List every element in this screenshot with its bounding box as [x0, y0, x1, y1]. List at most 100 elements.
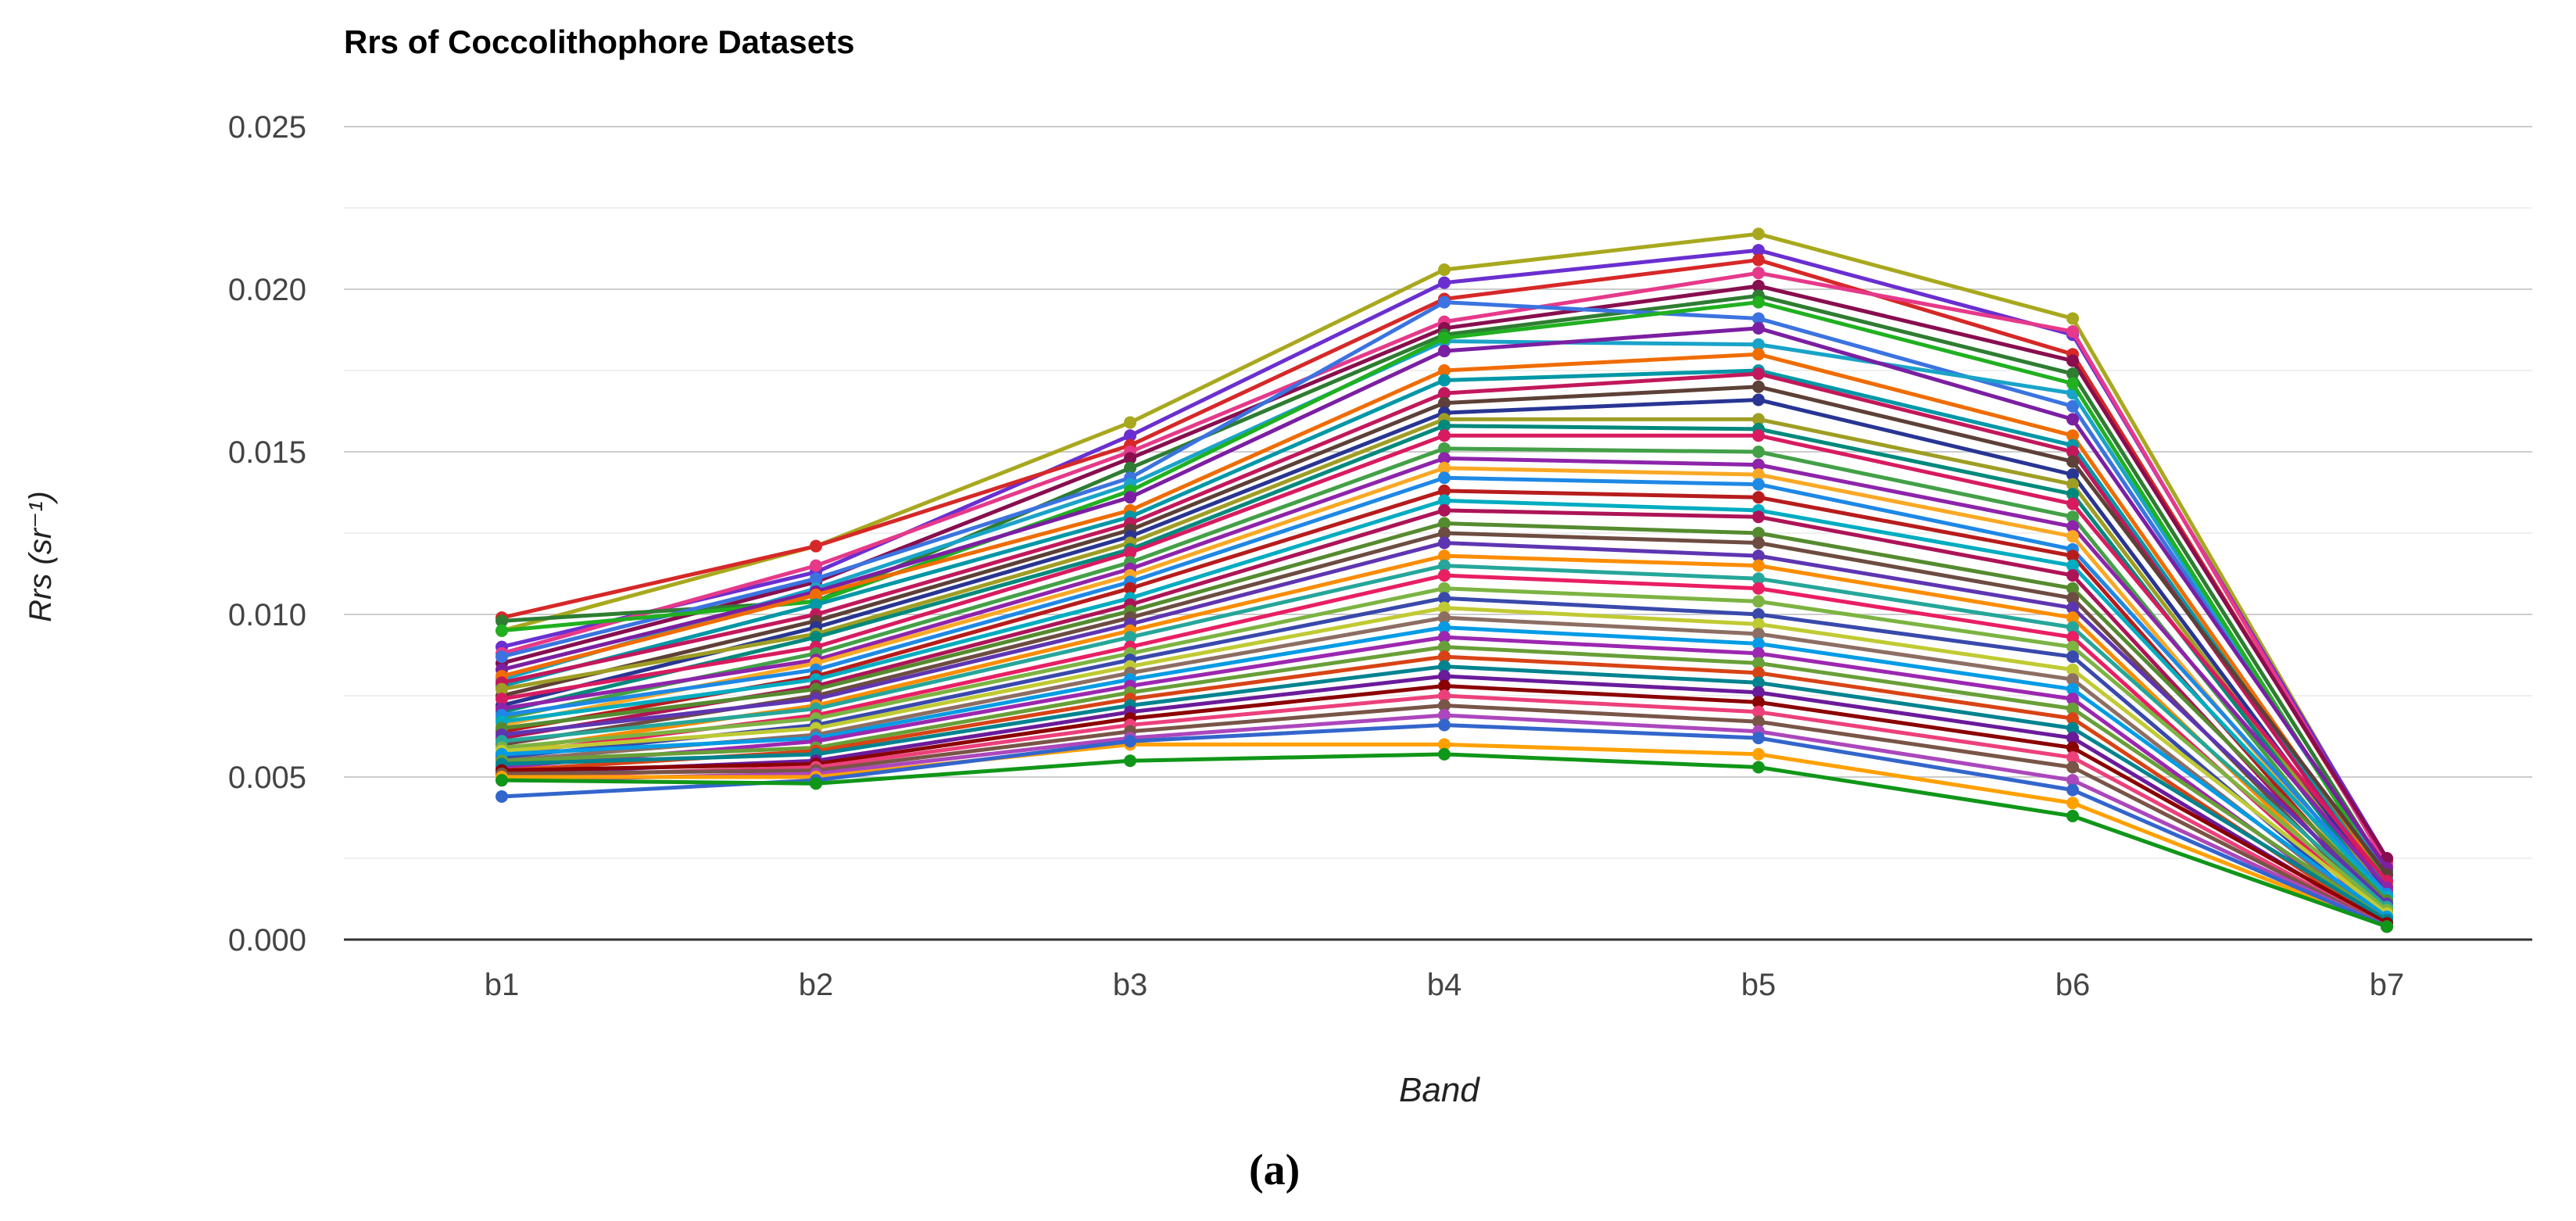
data-point — [1438, 670, 1451, 683]
data-point — [1752, 676, 1765, 689]
data-point — [1438, 471, 1451, 485]
data-point — [1752, 338, 1765, 351]
data-point — [2066, 751, 2079, 764]
data-point — [1438, 660, 1451, 673]
data-point — [1438, 601, 1451, 614]
data-point — [1438, 295, 1451, 309]
data-point — [810, 631, 822, 644]
data-point — [1438, 527, 1451, 539]
data-point — [1438, 374, 1451, 387]
y-tick-label: 0.010 — [228, 598, 306, 632]
data-point — [1752, 367, 1765, 381]
x-tick-labels: b1 b2 b3 b4 b5 b6 b7 — [485, 968, 2405, 1002]
x-tick-label: b7 — [2370, 968, 2405, 1002]
data-point — [1438, 429, 1451, 442]
data-point — [1438, 679, 1451, 693]
data-point — [1438, 484, 1451, 497]
data-point — [1438, 718, 1451, 732]
data-point — [1752, 572, 1765, 585]
data-point — [1124, 429, 1136, 442]
data-point — [2066, 722, 2079, 735]
x-tick-label: b1 — [485, 968, 520, 1002]
data-point — [1752, 348, 1765, 361]
data-point — [1438, 569, 1451, 582]
data-point — [1752, 618, 1765, 631]
data-point — [2066, 611, 2079, 625]
data-point — [2066, 429, 2079, 442]
data-point — [2066, 399, 2079, 413]
data-point — [1752, 458, 1765, 471]
data-point — [1438, 494, 1451, 507]
y-axis-label: Rrs (sr⁻¹) — [23, 491, 59, 622]
data-point — [2066, 621, 2079, 634]
y-tick-labels: 0.000 0.005 0.010 0.015 0.020 0.025 — [228, 110, 306, 958]
data-point — [496, 650, 508, 664]
data-point — [1438, 650, 1451, 664]
data-point — [1752, 267, 1765, 280]
data-point — [1752, 705, 1765, 718]
series-lines — [496, 227, 2393, 933]
data-point — [2066, 601, 2079, 614]
data-point — [1752, 510, 1765, 524]
data-point — [810, 598, 822, 611]
data-point — [1124, 452, 1136, 465]
data-point — [2066, 497, 2079, 510]
data-point — [1438, 396, 1451, 410]
data-point — [2066, 809, 2079, 822]
data-point — [1752, 321, 1765, 335]
data-point — [1124, 461, 1136, 474]
data-point — [2066, 702, 2079, 715]
data-point — [2066, 582, 2079, 595]
data-point — [1752, 413, 1765, 426]
data-point — [1438, 582, 1451, 595]
data-point — [1752, 279, 1765, 292]
data-point — [2066, 455, 2079, 468]
data-point — [1752, 227, 1765, 241]
data-point — [496, 614, 508, 628]
data-point — [1752, 715, 1765, 729]
data-point — [2066, 663, 2079, 676]
data-point — [1752, 393, 1765, 406]
x-tick-label: b3 — [1113, 968, 1148, 1002]
data-point — [1752, 666, 1765, 679]
data-point — [1438, 536, 1451, 550]
data-point — [1438, 387, 1451, 400]
data-point — [2066, 377, 2079, 390]
data-point — [1752, 747, 1765, 761]
data-point — [2066, 367, 2079, 381]
data-point — [1438, 461, 1451, 474]
data-point — [2066, 478, 2079, 491]
data-point — [496, 624, 508, 637]
data-point — [1752, 478, 1765, 491]
data-point — [2381, 920, 2393, 933]
data-point — [1438, 364, 1451, 377]
data-point — [2066, 468, 2079, 482]
data-point — [2066, 520, 2079, 533]
data-point — [1752, 295, 1765, 309]
data-point — [2066, 797, 2079, 810]
data-point — [1752, 312, 1765, 325]
data-point — [2066, 774, 2079, 787]
data-point — [1124, 491, 1136, 504]
data-point — [2066, 693, 2079, 706]
data-point — [1752, 608, 1765, 621]
data-point — [2066, 592, 2079, 605]
data-point — [1752, 696, 1765, 709]
y-tick-label: 0.005 — [228, 761, 306, 795]
data-point — [1124, 582, 1136, 595]
data-point — [1438, 621, 1451, 634]
data-point — [1752, 761, 1765, 774]
data-point — [496, 790, 508, 803]
data-point — [1124, 754, 1136, 768]
data-point — [1752, 646, 1765, 660]
data-point — [1752, 244, 1765, 257]
data-point — [1752, 582, 1765, 595]
data-point — [1752, 627, 1765, 640]
data-point — [1438, 559, 1451, 572]
chart-title: Rrs of Coccolithophore Datasets — [344, 23, 855, 60]
data-point — [1438, 331, 1451, 345]
data-point — [496, 682, 508, 696]
data-point — [2066, 650, 2079, 664]
data-point — [1752, 595, 1765, 608]
